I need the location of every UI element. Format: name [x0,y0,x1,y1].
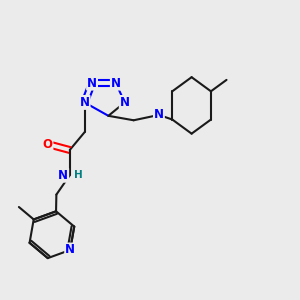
Text: O: O [43,138,52,151]
Text: N: N [111,76,121,90]
Text: N: N [80,96,90,109]
Text: N: N [58,169,68,182]
Text: N: N [65,244,75,256]
Text: N: N [154,108,164,122]
Text: N: N [87,76,97,90]
Text: N: N [120,96,130,109]
Text: H: H [74,170,83,180]
